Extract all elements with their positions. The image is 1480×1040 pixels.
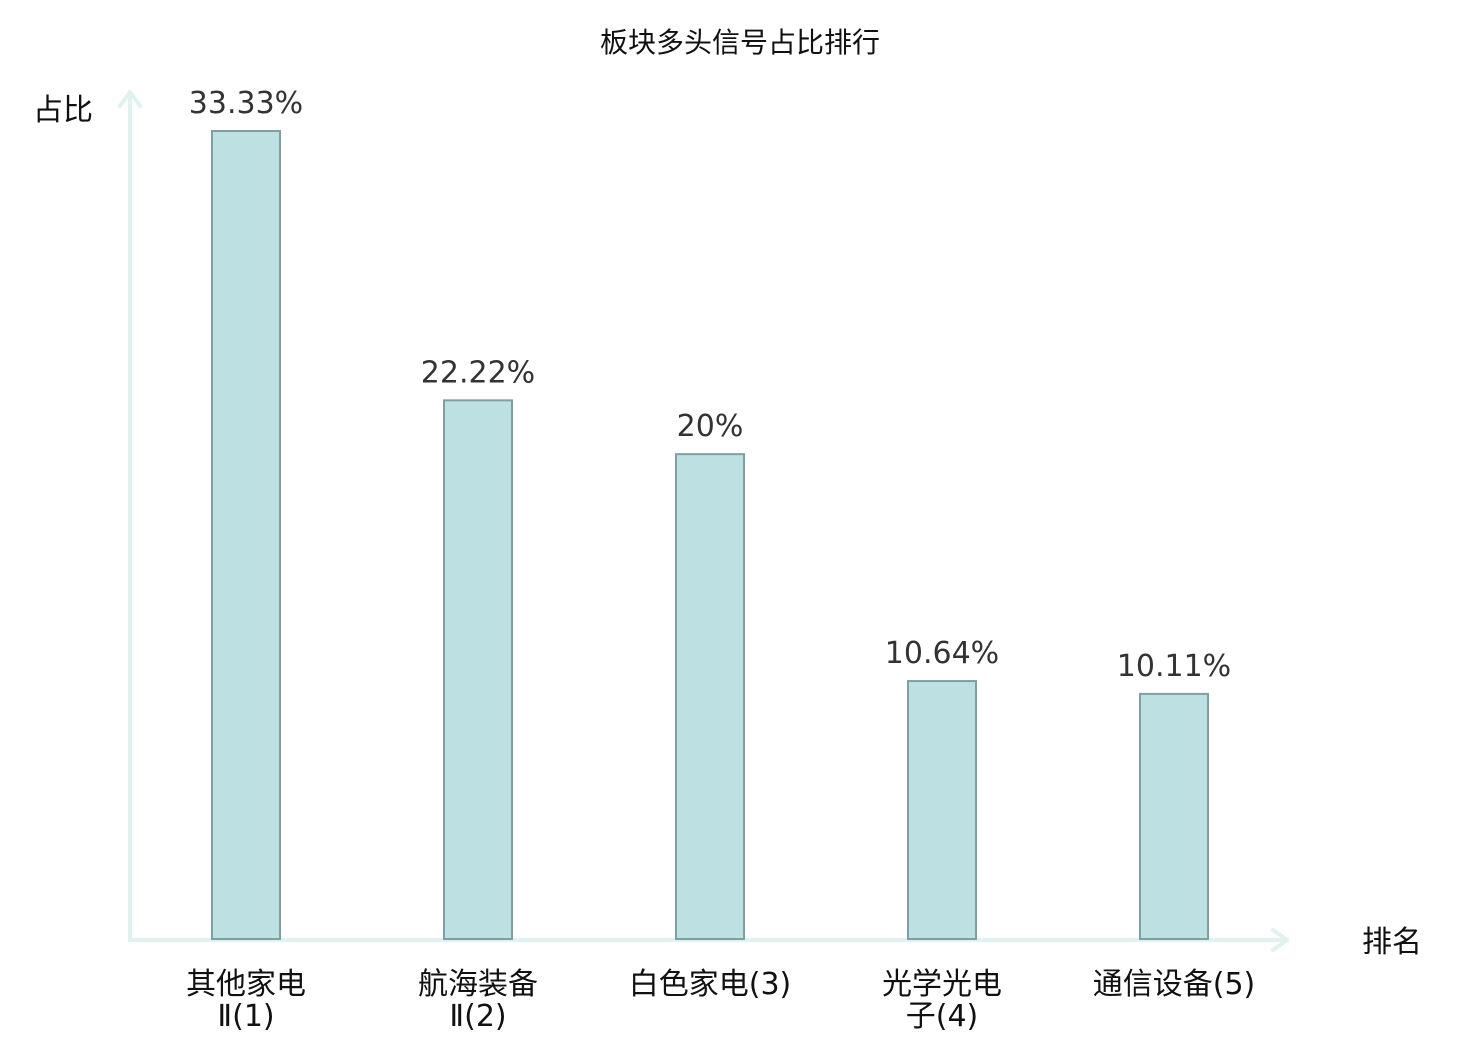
value-label-3: 20% [677,409,744,444]
bar-5 [1139,692,1209,941]
x-axis-arrow-icon [1271,928,1289,952]
category-label-1: 其他家电 [186,967,306,1002]
category-label-1-line2: Ⅱ(1) [217,999,274,1034]
value-label-1: 33.33% [189,86,303,121]
value-labels: 33.33% 22.22% 20% 10.64% 10.11% [189,86,1231,684]
y-axis-label: 占比 [33,93,93,128]
bars [211,130,1209,941]
bar-4 [907,680,977,940]
bar-3 [675,453,745,940]
axes [118,90,1289,952]
value-label-5: 10.11% [1117,649,1231,684]
bar-2 [443,399,513,941]
category-label-2: 航海装备 [418,967,538,1002]
x-axis-label: 排名 [1362,925,1422,960]
category-label-4-line2: 子(4) [906,999,979,1034]
y-axis-arrow-icon [118,90,142,108]
category-label-2-line2: Ⅱ(2) [449,999,506,1034]
chart-title: 板块多头信号占比排行 [600,26,880,59]
category-label-5: 通信设备(5) [1093,967,1256,1002]
value-label-2: 22.22% [421,355,535,390]
category-label-4: 光学光电 [882,967,1002,1002]
category-label-3: 白色家电(3) [629,967,792,1002]
value-label-4: 10.64% [885,636,999,671]
bar-1 [211,130,281,940]
